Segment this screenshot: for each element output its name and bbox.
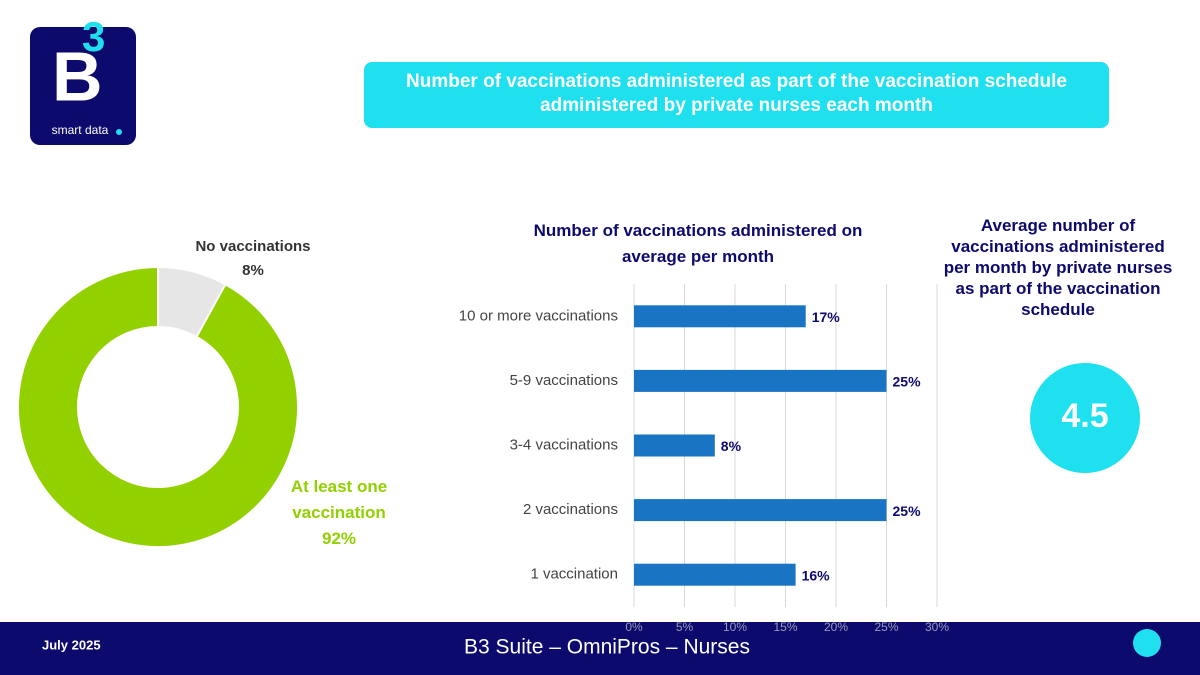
value-label: 8%	[721, 438, 742, 454]
footer-bar	[0, 622, 1200, 675]
kpi-value: 4.5	[1061, 397, 1108, 435]
donut-slice	[17, 265, 299, 548]
y-tick-label: 10 or more vaccinations	[459, 307, 618, 324]
title-box	[364, 62, 1109, 128]
x-tick-label: 30%	[925, 620, 949, 634]
x-tick-label: 25%	[874, 620, 898, 634]
value-label: 17%	[812, 309, 841, 325]
x-tick-label: 0%	[625, 620, 643, 634]
value-label: 25%	[893, 374, 922, 390]
bar	[634, 563, 796, 586]
pie-value-label: 8%	[242, 262, 264, 279]
bar	[634, 499, 887, 522]
kpi-circle	[1030, 363, 1140, 473]
x-tick-label: 5%	[676, 620, 694, 634]
logo-dot	[116, 129, 122, 135]
y-tick-label: 1 vaccination	[530, 566, 618, 583]
logo-box	[30, 27, 136, 145]
pie-value-label: 92%	[321, 529, 357, 548]
footer-date: July 2025	[42, 637, 101, 652]
logo-number: 3	[82, 13, 105, 60]
y-tick-label: 3-4 vaccinations	[510, 436, 618, 453]
pie-category: At least one vaccination	[290, 477, 388, 522]
y-tick-label: 5-9 vaccinations	[510, 372, 618, 389]
y-tick-label: 2 vaccinations	[523, 501, 618, 518]
pie-category: No vaccinations	[195, 238, 311, 255]
logo-tagline: smart data	[52, 123, 109, 137]
x-tick-label: 10%	[723, 620, 747, 634]
pie-label-1: At least one vaccination 92%	[274, 474, 404, 552]
bar	[634, 434, 715, 457]
bar-title: Number of vaccinations administered on a…	[533, 221, 863, 266]
x-tick-label: 20%	[824, 620, 848, 634]
value-label: 16%	[802, 567, 831, 583]
x-tick-label: 15%	[773, 620, 797, 634]
kpi-title: Average number of vaccinations administe…	[943, 216, 1173, 319]
bar	[634, 305, 806, 328]
footer-dot	[1133, 629, 1161, 657]
pie-label-0: No vaccinations 8%	[173, 235, 333, 283]
bar	[634, 369, 887, 392]
logo-letter: B	[52, 37, 103, 115]
footer-title: B3 Suite – OmniPros – Nurses	[464, 636, 750, 659]
value-label: 25%	[893, 503, 922, 519]
page-title: Number of vaccinations administered as p…	[406, 71, 1067, 116]
